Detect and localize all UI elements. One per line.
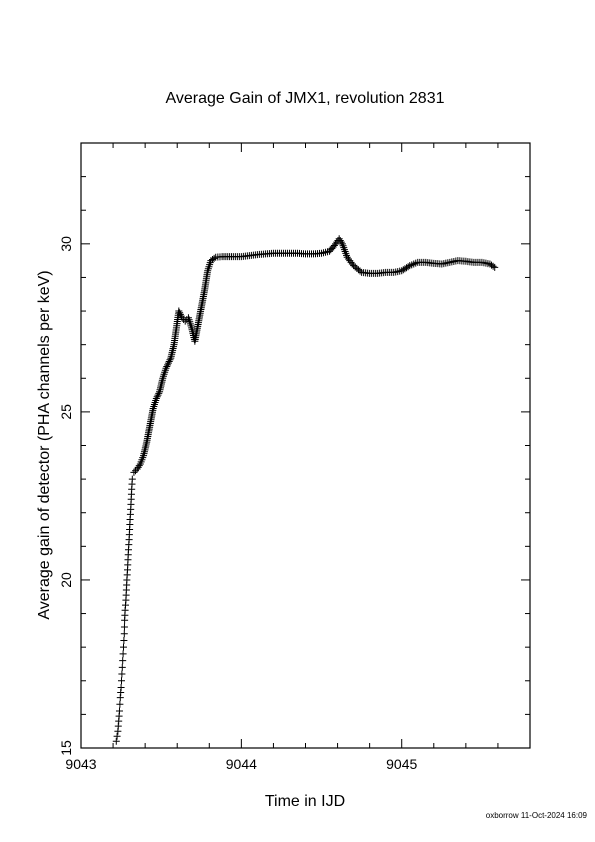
data-point xyxy=(166,356,174,364)
data-point xyxy=(491,263,499,271)
y-axis-label: Average gain of detector (PHA channels p… xyxy=(36,270,53,619)
data-point xyxy=(118,663,126,671)
data-point xyxy=(119,657,127,665)
data-point xyxy=(337,238,345,246)
x-axis-label: Time in IJD xyxy=(265,793,345,810)
data-point xyxy=(118,670,126,678)
data-point xyxy=(164,361,172,369)
x-tick-label: 9043 xyxy=(65,756,96,772)
data-point xyxy=(178,314,186,322)
data-point xyxy=(155,389,163,397)
data-point xyxy=(152,394,160,402)
data-point xyxy=(162,364,170,372)
data-point xyxy=(163,363,171,371)
data-point xyxy=(117,684,125,691)
axis-ticks xyxy=(80,142,531,749)
data-point xyxy=(113,732,121,740)
data-point xyxy=(165,357,173,365)
data-point xyxy=(120,636,128,644)
data-point xyxy=(128,475,136,483)
footer-stamp: oxborrow 11-Oct-2024 16:09 xyxy=(486,811,588,820)
data-point xyxy=(181,317,189,325)
data-point xyxy=(135,462,143,470)
data-point xyxy=(119,643,127,651)
data-point xyxy=(175,307,183,315)
data-point xyxy=(117,677,125,685)
data-point xyxy=(356,267,364,275)
y-tick-label: 25 xyxy=(58,404,74,420)
data-point xyxy=(176,309,184,317)
data-markers xyxy=(112,235,499,745)
data-point xyxy=(120,623,128,631)
data-point xyxy=(176,310,184,318)
data-point xyxy=(115,707,123,715)
chart-title: Average Gain of JMX1, revolution 2831 xyxy=(166,90,445,107)
x-tick-label: 9044 xyxy=(226,756,257,772)
y-tick-label: 20 xyxy=(58,572,74,588)
data-point xyxy=(153,393,161,401)
data-point xyxy=(116,700,124,708)
data-point xyxy=(154,391,162,399)
x-tick-label: 9045 xyxy=(386,756,417,772)
data-point xyxy=(120,630,128,638)
y-tick-label: 30 xyxy=(58,236,74,252)
data-point xyxy=(130,468,138,476)
data-point xyxy=(404,263,412,271)
data-point xyxy=(119,650,127,658)
data-point xyxy=(112,737,120,745)
data-point xyxy=(348,260,356,268)
data-point xyxy=(489,262,497,270)
data-point xyxy=(164,359,172,367)
tick-labels: 9043 9044 9045 15 20 25 30 xyxy=(58,236,417,772)
data-point xyxy=(210,254,218,262)
y-tick-label: 15 xyxy=(58,740,74,756)
